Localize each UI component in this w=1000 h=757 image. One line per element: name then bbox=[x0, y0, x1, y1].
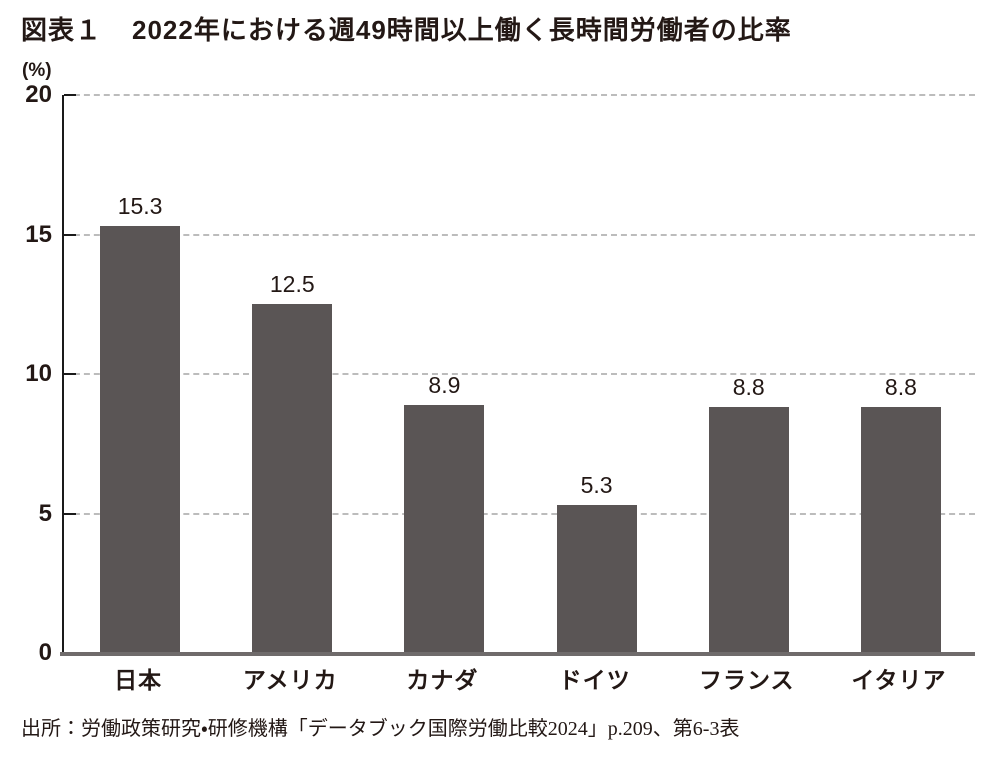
bar-value-label-フランス: 8.8 bbox=[732, 374, 765, 401]
bar-イタリア bbox=[860, 407, 941, 653]
x-category-label-アメリカ: アメリカ bbox=[242, 667, 338, 693]
gridline-20 bbox=[64, 94, 975, 96]
bar-カナダ bbox=[404, 404, 485, 653]
x-category-label-ドイツ: ドイツ bbox=[558, 667, 631, 693]
x-category-label-イタリア: イタリア bbox=[851, 667, 947, 693]
bar-フランス bbox=[708, 407, 789, 653]
bar-value-label-カナダ: 8.9 bbox=[428, 371, 461, 398]
y-tick-mark-5 bbox=[64, 512, 76, 515]
y-tick-label-0: 0 bbox=[38, 639, 52, 666]
bar-ドイツ bbox=[556, 505, 637, 653]
gridline-10 bbox=[64, 373, 975, 375]
chart-title-text: 2022年における週49時間以上働く長時間労働者の比率 bbox=[132, 15, 792, 45]
y-tick-label-10: 10 bbox=[25, 360, 52, 387]
x-category-label-フランス: フランス bbox=[698, 667, 795, 693]
bar-日本 bbox=[100, 226, 181, 653]
bar-value-label-ドイツ: 5.3 bbox=[580, 472, 613, 499]
y-tick-label-5: 5 bbox=[38, 499, 52, 527]
y-tick-mark-20 bbox=[64, 94, 76, 96]
gridline-15 bbox=[64, 233, 975, 236]
gridline-5 bbox=[64, 512, 975, 515]
source-note: 出所：労働政策研究・研修機構「データブック国際労働比較2024」p.209、第6… bbox=[21, 718, 740, 740]
plot-area: 15.3 12.5 8.9 5.3 8.8 8.8 bbox=[62, 94, 975, 653]
y-tick-mark-15 bbox=[64, 233, 76, 236]
x-category-label-カナダ: カナダ bbox=[406, 667, 479, 693]
bar-value-label-イタリア: 8.8 bbox=[884, 374, 917, 401]
y-tick-mark-10 bbox=[64, 373, 76, 375]
bar-アメリカ bbox=[252, 304, 333, 653]
x-axis-baseline bbox=[60, 652, 975, 656]
bar-value-label-アメリカ: 12.5 bbox=[269, 271, 315, 298]
x-category-label-日本: 日本 bbox=[114, 667, 163, 693]
y-tick-label-15: 15 bbox=[25, 220, 52, 248]
y-tick-label-20: 20 bbox=[25, 81, 52, 108]
chart-title: 図表１ 2022年における週49時間以上働く長時間労働者の比率 bbox=[21, 10, 792, 47]
chart-title-prefix: 図表１ bbox=[21, 15, 103, 45]
bar-value-label-日本: 15.3 bbox=[117, 193, 163, 220]
y-axis-unit-label: (%) bbox=[22, 60, 52, 81]
